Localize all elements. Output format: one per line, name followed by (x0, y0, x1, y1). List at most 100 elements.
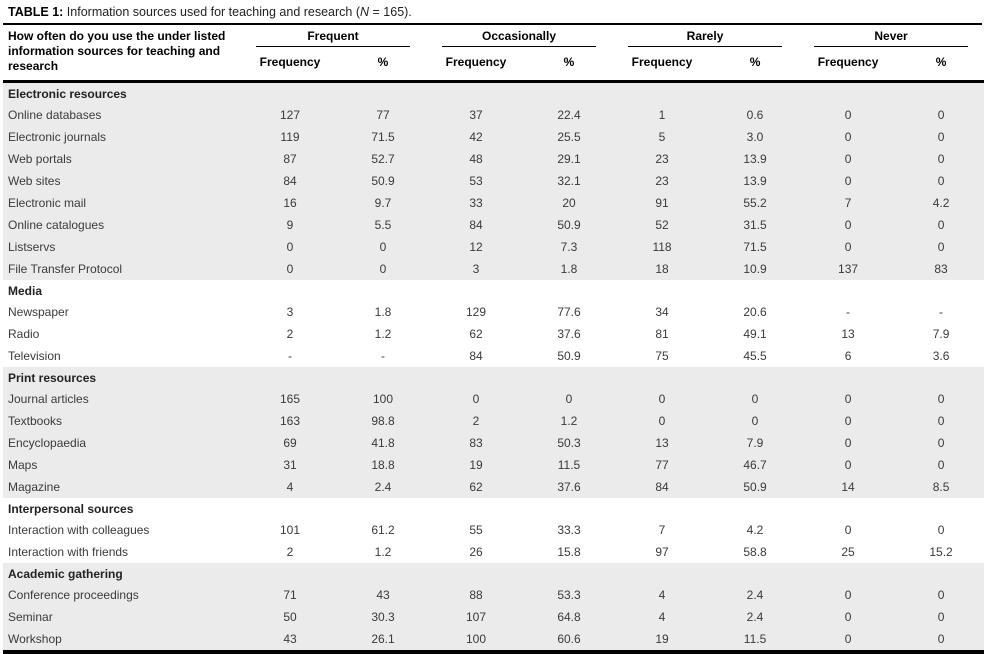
table-row: Maps 31 18.8 19 11.5 77 46.7 0 0 (3, 454, 985, 476)
value-cell: 9 (240, 214, 340, 236)
value-cell: - (240, 345, 340, 367)
row-label: Interaction with friends (3, 541, 240, 563)
value-cell: 58.8 (712, 541, 799, 563)
value-cell: 62 (426, 476, 526, 498)
value-cell: 2 (240, 541, 340, 563)
table-row: Workshop 43 26.1 100 60.6 19 11.5 0 0 (3, 628, 985, 652)
value-cell: 13 (798, 323, 899, 345)
value-cell: 23 (612, 148, 713, 170)
value-cell: 0 (798, 170, 899, 192)
value-cell: 77.6 (526, 301, 613, 323)
group-header-row: How often do you use the under listed in… (3, 25, 984, 73)
value-cell: 6 (798, 345, 899, 367)
value-cell: 15.8 (526, 541, 613, 563)
value-cell: 55 (426, 519, 526, 541)
value-cell: 165 (240, 388, 340, 410)
value-cell: 75 (612, 345, 713, 367)
value-cell: 2 (240, 323, 340, 345)
frequency-column-header: Frequency (445, 54, 507, 69)
value-cell: 83 (898, 258, 985, 280)
group-header-frequent: Frequent (240, 25, 426, 50)
value-cell: 0 (898, 126, 985, 148)
value-cell: 0 (898, 236, 985, 258)
value-cell: 0 (240, 236, 340, 258)
row-label: Television (3, 345, 240, 367)
value-cell: 50.9 (712, 476, 799, 498)
value-cell: 7 (612, 519, 713, 541)
table-row: Newspaper 3 1.8 129 77.6 34 20.6- - (3, 301, 985, 323)
row-label: Maps (3, 454, 240, 476)
percent-column-header: % (377, 54, 389, 69)
row-label: Conference proceedings (3, 584, 240, 606)
value-cell: 46.7 (712, 454, 799, 476)
value-cell: 84 (426, 345, 526, 367)
table-row: Textbooks 163 98.8 2 1.2 0 0 0 0 (3, 410, 985, 432)
table-header: How often do you use the under listed in… (3, 25, 985, 82)
value-cell: 0 (898, 148, 985, 170)
value-cell: 7.9 (712, 432, 799, 454)
table-row: Journal articles 165 100 0 0 0 0 0 0 (3, 388, 985, 410)
value-cell: 0.6 (712, 104, 799, 126)
value-cell: 0 (798, 410, 899, 432)
value-cell: 37.6 (526, 323, 613, 345)
section-title: Academic gathering (3, 563, 985, 584)
value-cell: 15.2 (898, 541, 985, 563)
value-cell: 0 (898, 606, 985, 628)
value-cell: 41.8 (340, 432, 426, 454)
section-header-row: Academic gathering (3, 563, 985, 584)
value-cell: 18 (612, 258, 713, 280)
row-label: Magazine (3, 476, 240, 498)
value-cell: 4.2 (712, 519, 799, 541)
row-label: Journal articles (3, 388, 240, 410)
value-cell: 5.5 (340, 214, 426, 236)
row-label: Encyclopaedia (3, 432, 240, 454)
table-caption: TABLE 1: Information sources used for te… (3, 0, 982, 25)
value-cell: 0 (798, 388, 899, 410)
value-cell: 19 (612, 628, 713, 652)
value-cell: 18.8 (340, 454, 426, 476)
data-table: How often do you use the under listed in… (3, 25, 985, 654)
value-cell: 71.5 (712, 236, 799, 258)
value-cell: 1.2 (340, 323, 426, 345)
row-label: Newspaper (3, 301, 240, 323)
value-cell: 3 (426, 258, 526, 280)
value-cell: 32.1 (526, 170, 613, 192)
value-cell: 77 (612, 454, 713, 476)
section-title: Interpersonal sources (3, 498, 985, 519)
value-cell: 26 (426, 541, 526, 563)
value-cell: 107 (426, 606, 526, 628)
value-cell: - (798, 301, 899, 323)
value-cell: 1 (612, 104, 713, 126)
value-cell: 45.5 (712, 345, 799, 367)
value-cell: 22.4 (526, 104, 613, 126)
value-cell: - (898, 301, 985, 323)
value-cell: 4 (612, 584, 713, 606)
value-cell: 5 (612, 126, 713, 148)
value-cell: 37 (426, 104, 526, 126)
row-label: Web sites (3, 170, 240, 192)
table-row: Conference proceedings 71 43 88 53.3 4 2.4 0 0 (3, 584, 985, 606)
section-header-row: Electronic resources (3, 81, 985, 104)
value-cell: 49.1 (712, 323, 799, 345)
value-cell: 71.5 (340, 126, 426, 148)
frequency-column-header: Frequency (259, 54, 321, 69)
value-cell: 0 (340, 258, 426, 280)
value-cell: 20.6 (712, 301, 799, 323)
table-row: Interaction with friends 2 1.2 26 15.8 97 58.8… (3, 541, 985, 563)
value-cell: 7.9 (898, 323, 985, 345)
section-title: Print resources (3, 367, 985, 388)
row-label: Radio (3, 323, 240, 345)
value-cell: 83 (426, 432, 526, 454)
value-cell: 25.5 (526, 126, 613, 148)
value-cell: 97 (612, 541, 713, 563)
table-row: Electronic mail 16 9.7 33 20 91 55.2 7 4.2 (3, 192, 985, 214)
value-cell: 50.9 (340, 170, 426, 192)
value-cell: 129 (426, 301, 526, 323)
value-cell: 4 (612, 606, 713, 628)
group-header-rarely: Rarely (612, 25, 798, 50)
value-cell: 62 (426, 323, 526, 345)
table-row: Online catalogues 9 5.5 84 50.9 52 31.5 0 0 (3, 214, 985, 236)
value-cell: 127 (240, 104, 340, 126)
value-cell: 0 (240, 258, 340, 280)
value-cell: 0 (798, 606, 899, 628)
